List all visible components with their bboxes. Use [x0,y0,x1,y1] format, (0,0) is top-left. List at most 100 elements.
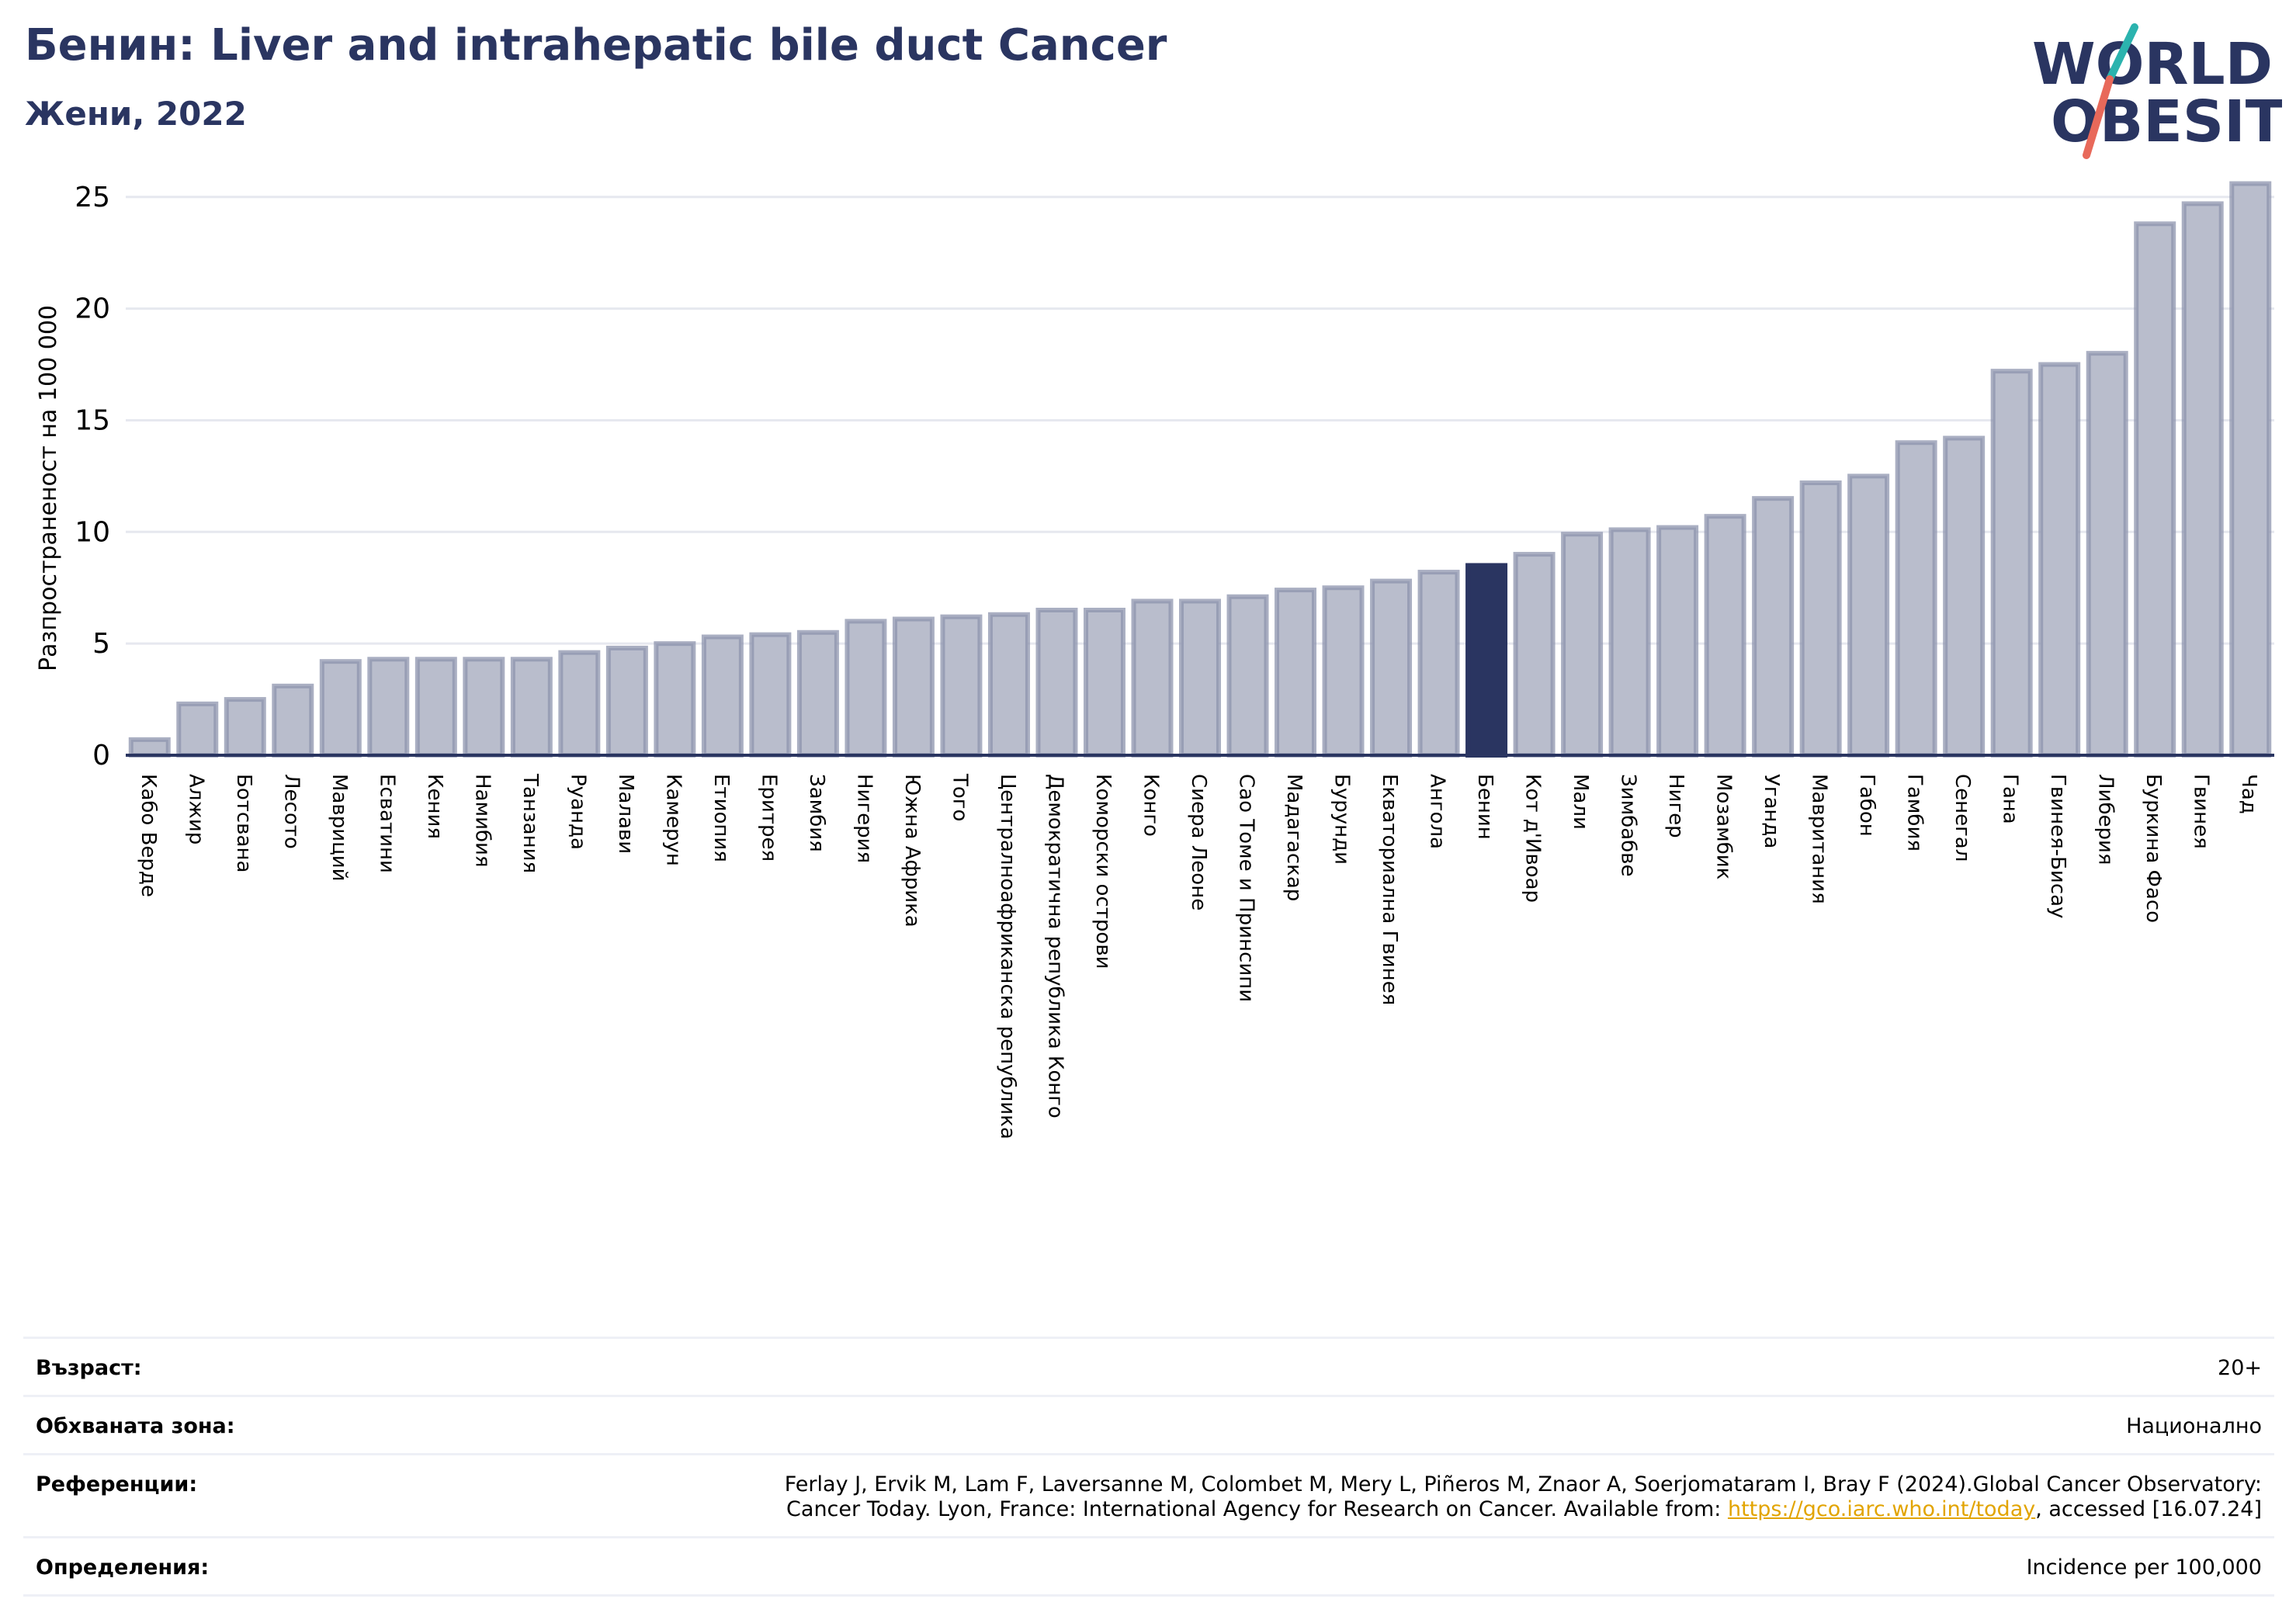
x-tick-label: Сао Томе и Принсипи [1235,774,1258,1002]
bar [987,612,1030,758]
x-tick-label: Либерия [2094,774,2117,865]
meta-row-references: Референции: Ferlay J, Ervik M, Lam F, La… [23,1453,2274,1536]
x-tick-label: Конго [1139,774,1162,837]
bar [1322,585,1365,758]
x-tick-label: Гана [1999,774,2022,824]
bar [1513,552,1556,758]
x-tick-label: Зимбабве [1617,774,1640,877]
bar [2038,362,2081,758]
bar [605,645,648,758]
bar [845,619,887,758]
bar [701,634,744,758]
bar [1370,578,1413,758]
y-tick-label: 10 [75,516,110,548]
x-tick-label: Алжир [184,774,207,844]
logo-slash-top [2106,23,2138,83]
x-tick-label: Малави [614,774,637,854]
bar [176,701,219,758]
x-tick-label: Кот д'Ивоар [1521,774,1545,903]
x-tick-label: Ботсвана [232,774,255,872]
x-tick-label: Замбия [805,774,828,852]
y-tick-label: 20 [75,293,110,325]
bar [940,614,983,758]
bar [1083,608,1125,758]
bar [1656,525,1699,758]
x-tick-label: Гвинея [2190,774,2213,849]
bar [1465,563,1508,758]
bar [558,650,601,758]
x-tick-label: Мавриций [328,774,351,882]
reference-text-line1: Ferlay J, Ervik M, Lam F, Laversanne M, … [784,1472,2262,1496]
bar [1035,608,1078,758]
x-tick-label: Габон [1855,774,1878,837]
x-tick-label: Нигер [1664,774,1687,838]
bar [1275,588,1317,758]
bar-chart: 0 5 10 15 20 25 Разпространеност на 100 000 Каб… [35,181,2274,1139]
bar [463,657,505,758]
bar [2086,351,2128,758]
bar [224,697,266,758]
x-tick-label: Етиопия [709,774,733,862]
x-tick-label: Лесото [279,774,303,849]
x-tick-label: Мавритания [1808,774,1831,904]
meta-label: Възраст: [36,1356,142,1380]
bar [749,632,792,758]
x-tick-label: Южна Африка [900,774,924,928]
x-tick-label: Буркина Фасо [2142,774,2165,923]
x-tick-label: Еритрея [757,774,780,862]
y-tick-label: 25 [75,182,110,213]
meta-row-age: Възраст: 20+ [23,1337,2274,1395]
x-tick-label: Намибия [470,774,494,868]
bar [1943,435,1986,758]
bar [1847,473,1890,758]
bar [1608,527,1651,758]
y-tick-label: 5 [92,628,110,660]
x-tick-label: Уганда [1760,774,1783,848]
bar [367,657,410,758]
bar [1131,598,1174,758]
bar [272,683,314,758]
bar [892,616,935,758]
x-tick-label: Централноафриканска република [996,774,1019,1139]
x-tick-label: Мали [1569,774,1592,830]
bar [796,629,839,758]
x-tick-label: Есватини [375,774,398,873]
bar [510,657,553,758]
x-tick-label: Чад [2237,774,2260,814]
meta-row-definitions: Определения: Incidence per 100,000 [23,1536,2274,1597]
bar [319,659,362,758]
bar [2181,201,2224,758]
x-tick-label: Бурунди [1330,774,1354,865]
reference-accessed: , accessed [16.07.24] [2035,1497,2262,1521]
x-tick-label: Коморски острови [1091,774,1115,969]
x-tick-label: Танзания [519,773,542,873]
x-tick-label: Сиера Леоне [1187,774,1210,910]
meta-label: Определения: [36,1555,210,1580]
bar [654,641,696,758]
y-tick-label: 0 [92,740,110,772]
bar [1226,594,1269,758]
x-tick-label: Кения [423,774,446,839]
bar [1799,480,1842,758]
logo-text-world: WORLD [2032,31,2273,98]
metadata-table: Възраст: 20+ Обхваната зона: Национално … [23,1337,2274,1597]
x-tick-label: Руанда [566,774,589,850]
reference-text-line2: Cancer Today. Lyon, France: Internationa… [786,1497,1728,1521]
logo-slash-bottom [2083,75,2114,159]
x-tick-label: Того [948,773,971,821]
bar [1561,532,1604,758]
reference-link[interactable]: https://gco.iarc.who.int/today [1727,1497,2036,1521]
bar [1704,514,1746,758]
meta-label: Обхваната зона: [36,1414,235,1438]
x-tick-label: Мадагаскар [1282,774,1306,901]
x-tick-label: Екваториална Гвинея [1378,774,1401,1005]
x-tick-label: Нигерия [852,774,876,863]
x-tick-label: Камерун [661,774,685,866]
x-tick-label: Демократична републикa Конго [1043,774,1066,1118]
x-tick-label: Гамбия [1903,774,1927,851]
meta-row-area: Обхваната зона: Национално [23,1395,2274,1453]
meta-value: 20+ [2218,1356,2262,1380]
bar [1417,570,1460,758]
x-tick-label: Гвинея-Бисау [2046,774,2069,918]
meta-value: Incidence per 100,000 [2026,1555,2262,1580]
